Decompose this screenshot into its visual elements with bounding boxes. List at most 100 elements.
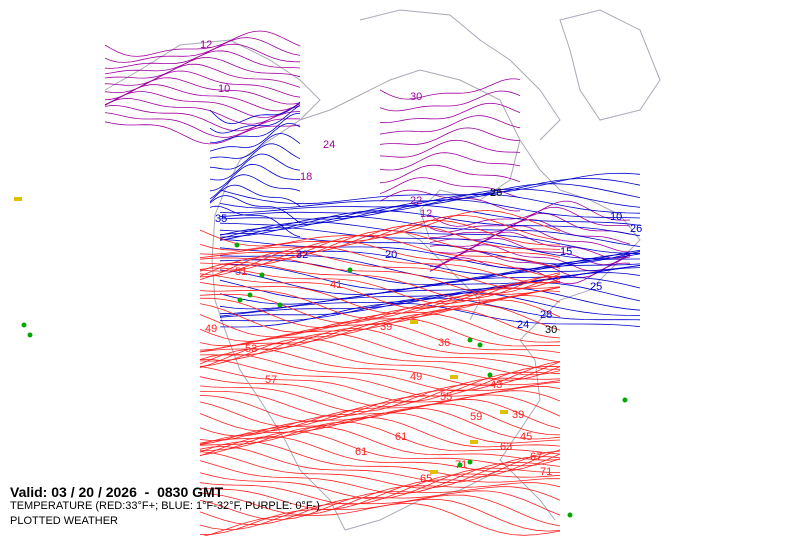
- isotherm: [199, 426, 561, 461]
- contour-label: 51: [235, 266, 247, 278]
- contour-label: 39: [380, 321, 392, 333]
- isotherm: [104, 98, 301, 125]
- isotherm: [104, 70, 301, 98]
- fog-symbol: [470, 440, 478, 444]
- isotherm: [219, 221, 641, 254]
- isotherm: [199, 214, 561, 251]
- contour-label: 71: [540, 466, 552, 478]
- isotherm: [199, 486, 561, 521]
- isotherm: [104, 112, 301, 138]
- contour-label: 24: [323, 139, 335, 151]
- contour-label: 12: [420, 208, 432, 220]
- contour-label: 32: [296, 249, 308, 261]
- isotherm: [199, 262, 561, 299]
- isotherm: [199, 482, 561, 515]
- isotherm: [199, 332, 561, 370]
- isotherm: [199, 230, 561, 260]
- contour-label: 41: [330, 279, 342, 291]
- isotherm: [209, 105, 301, 134]
- isotherm: [429, 250, 631, 278]
- isotherm: [199, 441, 561, 478]
- isotherm: [219, 255, 641, 280]
- isotherm: [199, 436, 561, 473]
- isotherm: [379, 115, 521, 135]
- isotherm: [199, 451, 561, 489]
- isotherm: [209, 123, 301, 152]
- isotherm: [379, 102, 521, 124]
- coastline: [359, 9, 561, 141]
- isotherm: [209, 184, 301, 207]
- plotted-weather-label: PLOTTED WEATHER: [10, 515, 118, 527]
- isotherm: [209, 163, 301, 192]
- contour-label: 67: [530, 451, 542, 463]
- isotherm: [219, 199, 641, 226]
- fog-symbol: [450, 375, 458, 379]
- contour-label: 55: [440, 391, 452, 403]
- isotherm: [104, 105, 301, 132]
- contour-label: 59: [470, 411, 482, 423]
- contour-label: 30: [410, 91, 422, 103]
- contour-label: 43: [490, 379, 502, 391]
- contour-label: 36: [438, 337, 450, 349]
- isotherm: [209, 133, 301, 159]
- isotherm: [104, 37, 301, 63]
- coastline: [104, 39, 346, 531]
- contour-label: 20: [385, 249, 397, 261]
- contour-label: 39: [512, 409, 524, 421]
- contour-label: 10: [610, 211, 622, 223]
- isotherm: [199, 219, 561, 255]
- isotherm: [209, 174, 301, 200]
- contour-label: 10: [218, 83, 230, 95]
- isotherm: [219, 232, 641, 265]
- rain-symbol: [567, 512, 573, 518]
- isotherm: [429, 212, 631, 238]
- contour-label: 61: [355, 446, 367, 458]
- rain-symbol: [277, 302, 283, 308]
- contour-label: 45: [520, 431, 532, 443]
- contour-label: 24: [517, 319, 529, 331]
- isotherm: [379, 189, 521, 212]
- contour-label: 22: [410, 195, 422, 207]
- isotherm: [219, 215, 641, 247]
- isotherm: [219, 183, 641, 214]
- isotherm: [104, 63, 301, 88]
- fog-symbol: [430, 470, 438, 474]
- isotherm: [379, 164, 521, 184]
- isotherm: [219, 239, 641, 270]
- contour-label: 49: [205, 323, 217, 335]
- isotherm: [199, 287, 561, 319]
- contour-label: 30: [545, 324, 557, 336]
- isotherm: [209, 112, 301, 143]
- coastline: [299, 69, 521, 241]
- isotherm: [199, 467, 561, 500]
- contour-label: 57: [265, 374, 277, 386]
- isotherm: [199, 299, 561, 338]
- rain-symbol: [467, 459, 473, 465]
- rain-symbol: [457, 462, 463, 468]
- isotherm: [104, 30, 301, 57]
- contour-label: 53: [245, 343, 257, 355]
- rain-symbol: [27, 332, 33, 338]
- isotherm: [104, 121, 301, 145]
- contour-label: 12: [200, 39, 212, 51]
- isotherm: [199, 494, 561, 531]
- isotherm: [199, 359, 561, 397]
- isotherm: [199, 240, 561, 278]
- isotherm: [104, 84, 301, 112]
- isotherm: [219, 204, 641, 232]
- isotherm: [199, 478, 561, 510]
- contour-label: 26: [490, 187, 502, 199]
- isotherm: [219, 188, 641, 218]
- coastline: [559, 9, 661, 121]
- rain-symbol: [477, 342, 483, 348]
- isotherm: [104, 50, 301, 75]
- valid-time: Valid: 03 / 20 / 2026 - 0830 GMT: [10, 484, 224, 500]
- isotherm: [429, 244, 631, 272]
- isotherm: [199, 294, 561, 333]
- contour-label: 49: [410, 371, 422, 383]
- isotherm: [209, 153, 301, 181]
- isotherm: [199, 313, 561, 351]
- isotherm: [379, 90, 521, 112]
- rain-symbol: [21, 322, 27, 328]
